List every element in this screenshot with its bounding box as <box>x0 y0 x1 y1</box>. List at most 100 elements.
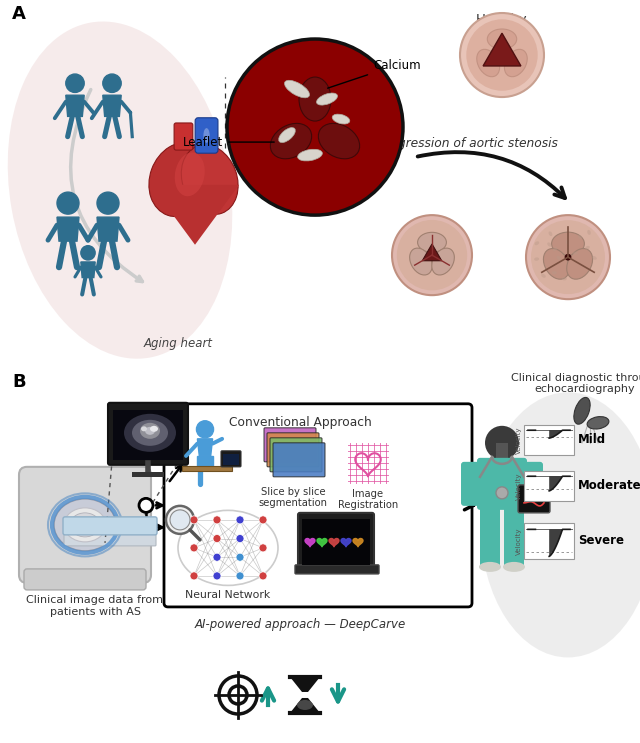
Ellipse shape <box>566 249 593 279</box>
Ellipse shape <box>285 80 310 98</box>
Ellipse shape <box>547 242 552 247</box>
Circle shape <box>66 74 84 92</box>
Ellipse shape <box>317 93 337 105</box>
Circle shape <box>81 246 95 260</box>
Ellipse shape <box>298 149 323 161</box>
FancyBboxPatch shape <box>63 517 157 535</box>
Polygon shape <box>66 95 84 117</box>
FancyBboxPatch shape <box>195 118 218 153</box>
Ellipse shape <box>543 249 570 279</box>
Ellipse shape <box>479 562 501 572</box>
Circle shape <box>236 554 244 561</box>
Ellipse shape <box>8 22 232 359</box>
Polygon shape <box>317 539 327 547</box>
Circle shape <box>213 572 221 580</box>
Ellipse shape <box>270 123 312 159</box>
Ellipse shape <box>562 277 567 280</box>
Circle shape <box>97 192 119 214</box>
Circle shape <box>139 499 153 513</box>
Polygon shape <box>422 244 442 261</box>
Polygon shape <box>341 539 351 547</box>
Circle shape <box>460 13 544 97</box>
Polygon shape <box>151 185 239 244</box>
Text: Clinical diagnostic through
echocardiography: Clinical diagnostic through echocardiogr… <box>511 373 640 395</box>
Circle shape <box>103 74 121 92</box>
Text: Velocity: Velocity <box>516 426 522 453</box>
Ellipse shape <box>587 417 609 429</box>
FancyBboxPatch shape <box>19 467 151 583</box>
FancyBboxPatch shape <box>273 443 325 477</box>
Polygon shape <box>329 539 339 547</box>
Ellipse shape <box>534 241 539 245</box>
FancyBboxPatch shape <box>64 531 156 546</box>
Ellipse shape <box>553 247 557 251</box>
Circle shape <box>170 510 190 530</box>
Ellipse shape <box>149 143 212 217</box>
FancyBboxPatch shape <box>295 565 379 574</box>
Ellipse shape <box>548 231 552 236</box>
Ellipse shape <box>578 235 582 239</box>
Polygon shape <box>290 677 320 692</box>
Ellipse shape <box>503 562 525 572</box>
Text: Calcium: Calcium <box>328 59 420 88</box>
Circle shape <box>213 516 221 524</box>
Bar <box>524 471 574 501</box>
FancyBboxPatch shape <box>518 485 550 513</box>
Text: Neural Network: Neural Network <box>186 590 271 600</box>
Ellipse shape <box>140 423 160 439</box>
Circle shape <box>236 534 244 542</box>
Text: Progression of aortic stenosis: Progression of aortic stenosis <box>378 137 558 149</box>
Ellipse shape <box>278 128 295 143</box>
Circle shape <box>190 572 198 580</box>
Ellipse shape <box>592 256 596 260</box>
Ellipse shape <box>175 152 205 196</box>
Circle shape <box>213 534 221 542</box>
Circle shape <box>496 487 508 499</box>
Bar <box>524 425 574 455</box>
Ellipse shape <box>552 232 584 256</box>
Text: Leaflet: Leaflet <box>183 135 274 149</box>
Ellipse shape <box>64 508 106 542</box>
FancyBboxPatch shape <box>461 462 485 506</box>
Circle shape <box>236 572 244 580</box>
Text: AI-powered approach — DeepCarve: AI-powered approach — DeepCarve <box>195 618 406 631</box>
Circle shape <box>166 506 194 534</box>
FancyBboxPatch shape <box>298 513 374 569</box>
Ellipse shape <box>418 233 447 253</box>
Ellipse shape <box>150 426 158 432</box>
Circle shape <box>227 39 403 215</box>
Text: Aging heart: Aging heart <box>143 337 212 350</box>
FancyBboxPatch shape <box>477 458 527 510</box>
Ellipse shape <box>557 256 561 260</box>
Circle shape <box>259 516 267 524</box>
FancyBboxPatch shape <box>270 438 322 472</box>
Polygon shape <box>57 217 79 241</box>
Ellipse shape <box>541 274 546 278</box>
Ellipse shape <box>181 145 238 215</box>
Ellipse shape <box>477 49 500 77</box>
Text: Mild: Mild <box>578 433 606 447</box>
Ellipse shape <box>318 123 360 159</box>
Bar <box>480 504 500 565</box>
Ellipse shape <box>410 248 432 275</box>
Ellipse shape <box>504 49 527 77</box>
Bar <box>496 443 508 463</box>
Circle shape <box>392 215 472 295</box>
Ellipse shape <box>534 257 539 261</box>
Ellipse shape <box>141 426 147 432</box>
FancyBboxPatch shape <box>267 433 319 467</box>
Ellipse shape <box>573 251 578 255</box>
Circle shape <box>485 426 519 460</box>
Polygon shape <box>103 95 121 117</box>
Ellipse shape <box>487 29 516 49</box>
Text: Velocity: Velocity <box>516 527 522 554</box>
Polygon shape <box>81 262 95 278</box>
Bar <box>302 519 370 565</box>
Circle shape <box>531 220 605 294</box>
Ellipse shape <box>124 414 176 452</box>
Circle shape <box>190 544 198 552</box>
Circle shape <box>213 554 221 561</box>
Ellipse shape <box>178 510 278 585</box>
Text: B: B <box>12 373 26 391</box>
Ellipse shape <box>574 398 590 424</box>
